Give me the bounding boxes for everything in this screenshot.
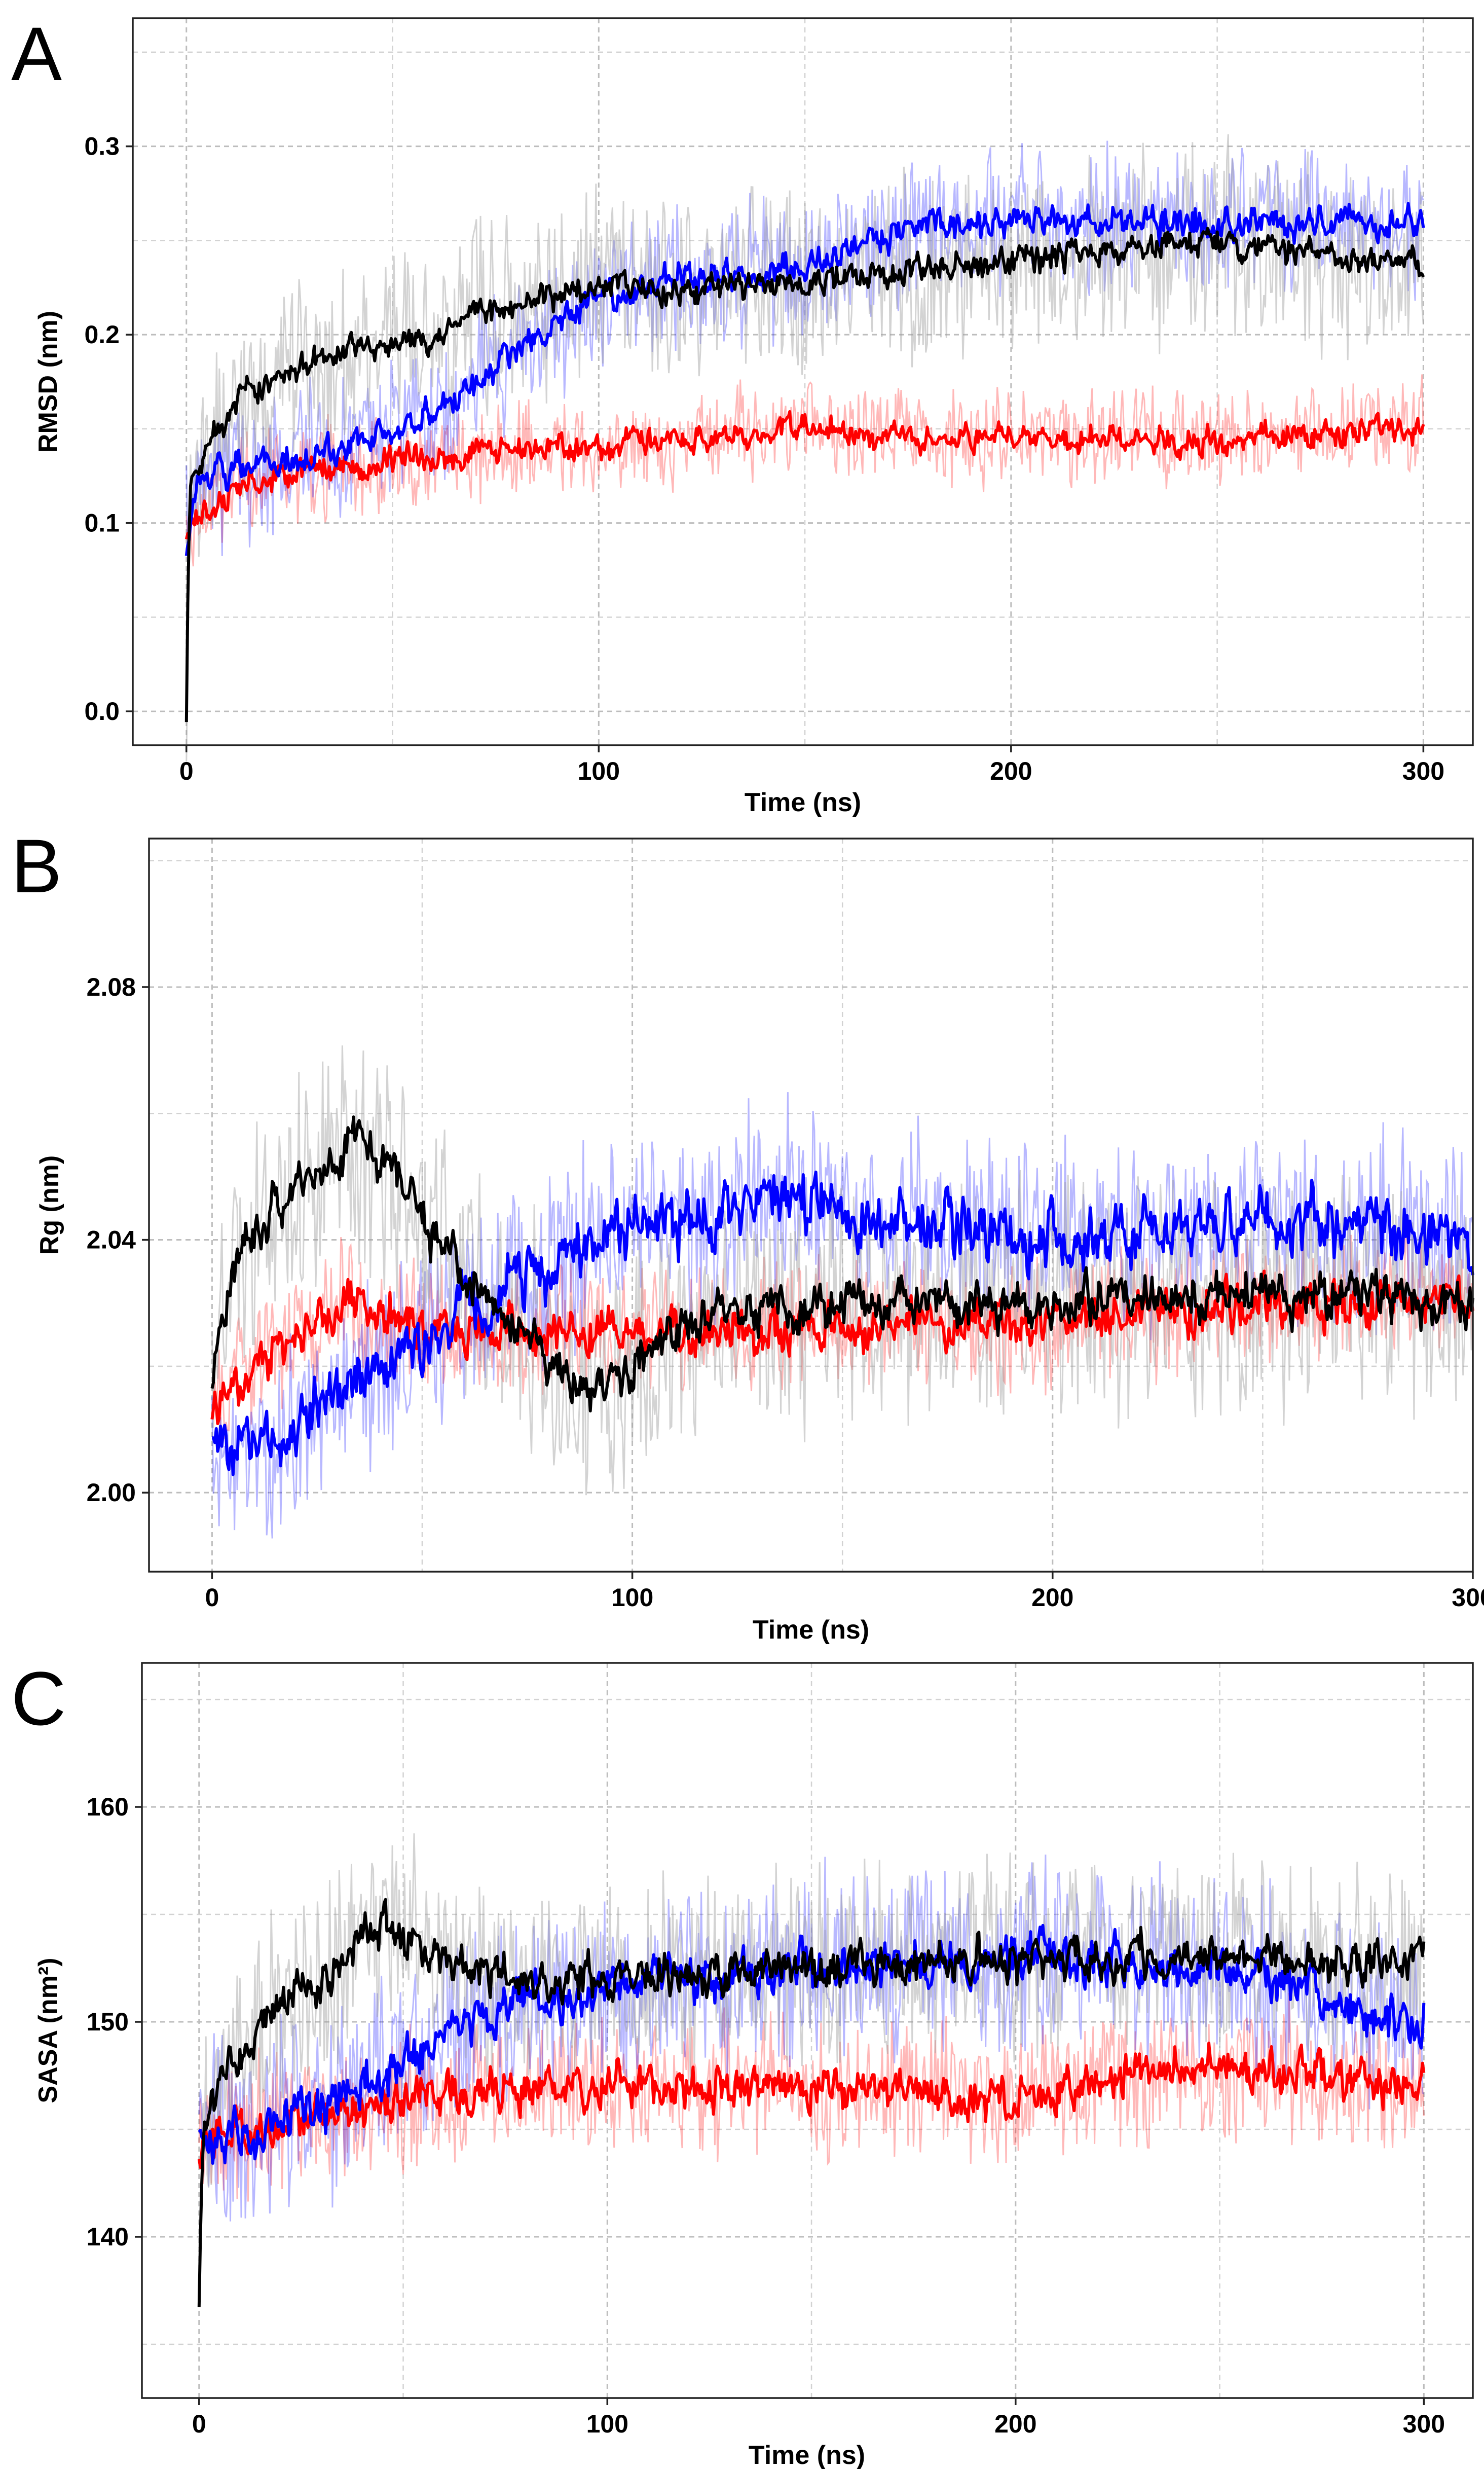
panel-a-series-black-line — [184, 227, 1425, 722]
panel-b-x-tick-label: 0 — [205, 1583, 219, 1612]
panel-b-y-axis: 2.00 2.04 2.08 — [87, 973, 149, 1507]
panel-b-frame — [148, 838, 1474, 1573]
panel-b-y-tick-label: 2.08 — [87, 973, 136, 1001]
panel-a-y-axis: 0.0 0.1 0.2 0.3 — [84, 132, 133, 725]
panel-c-series-red-line — [197, 2042, 1426, 2169]
panel-a-series-black-range — [185, 134, 1424, 762]
panel-c-series-black-range — [198, 1833, 1425, 2248]
panel-b: B 0 100 200 300 2.00 2.04 2.08 Time (ns) Rg (… — [11, 823, 1484, 1645]
panel-b-x-axis: 0 100 200 300 — [205, 1572, 1484, 1612]
panel-a: A 0 100 200 300 0.0 0.1 0.2 0.3 Time (ns) RMSD… — [11, 11, 1474, 817]
panel-a-x-tick-label: 300 — [1402, 757, 1444, 785]
panel-a-y-tick-label: 0.2 — [84, 320, 120, 349]
panel-c-y-tick-label: 140 — [87, 2223, 129, 2251]
panel-c-x-tick-label: 0 — [192, 2410, 206, 2438]
panel-b-lines — [210, 1115, 1474, 1476]
panel-c-series-red-range — [198, 1993, 1425, 2202]
panel-a-y-tick-label: 0.0 — [84, 697, 120, 725]
panel-a-x-axis: 0 100 200 300 — [179, 745, 1444, 785]
panel-c-y-axis-title: SASA (nm²) — [33, 1958, 63, 2103]
panel-a-y-tick-label: 0.3 — [84, 132, 120, 161]
panel-c-x-axis: 0 100 200 300 — [192, 2398, 1445, 2438]
panel-a-y-tick-label: 0.1 — [84, 509, 120, 537]
panel-c-lines — [197, 1898, 1426, 2307]
panel-a-series-blue-line — [184, 202, 1425, 556]
panel-a-x-axis-title: Time (ns) — [745, 788, 861, 817]
panel-a-x-tick-label: 0 — [179, 757, 194, 785]
panel-c-series-black-line — [197, 1898, 1426, 2307]
panel-label-c: C — [11, 1656, 66, 1741]
panel-c-x-tick-label: 300 — [1403, 2410, 1445, 2438]
panel-b-x-axis-title: Time (ns) — [753, 1615, 869, 1645]
panel-b-y-tick-label: 2.00 — [87, 1478, 136, 1507]
panel-a-x-tick-label: 200 — [990, 757, 1032, 785]
panel-a-lines — [184, 202, 1425, 722]
panel-c-y-axis: 140 150 160 — [87, 1793, 142, 2251]
panel-b-series-blue-line — [212, 1170, 1474, 1476]
panel-c-x-tick-label: 100 — [586, 2410, 628, 2438]
panel-c-frame — [141, 1662, 1474, 2399]
panel-b-y-axis-title: Rg (nm) — [35, 1155, 64, 1255]
panel-a-y-axis-title: RMSD (nm) — [33, 311, 63, 453]
panel-b-series-black-line — [210, 1115, 1474, 1412]
panel-b-x-tick-label: 200 — [1031, 1583, 1073, 1612]
panel-b-series-red-range — [211, 1228, 1474, 1439]
panel-a-x-tick-label: 100 — [578, 757, 620, 785]
panel-b-x-tick-label: 100 — [611, 1583, 653, 1612]
panel-c-x-tick-label: 200 — [994, 2410, 1036, 2438]
panel-a-frame — [132, 17, 1474, 746]
panel-c: C 0 100 200 300 140 150 160 Time (ns) SASA (n… — [11, 1656, 1474, 2469]
panel-b-x-tick-label: 300 — [1452, 1583, 1484, 1612]
panel-c-x-axis-title: Time (ns) — [749, 2441, 865, 2469]
panel-c-y-tick-label: 150 — [87, 2008, 129, 2036]
panel-label-a: A — [11, 11, 62, 96]
panel-label-b: B — [11, 823, 62, 909]
panel-b-y-tick-label: 2.04 — [87, 1226, 136, 1254]
panel-a-series-red-line — [184, 410, 1425, 540]
panel-c-grid — [142, 1663, 1473, 2398]
panel-a-series-red-range — [185, 374, 1424, 567]
panel-c-y-tick-label: 160 — [87, 1793, 129, 1821]
